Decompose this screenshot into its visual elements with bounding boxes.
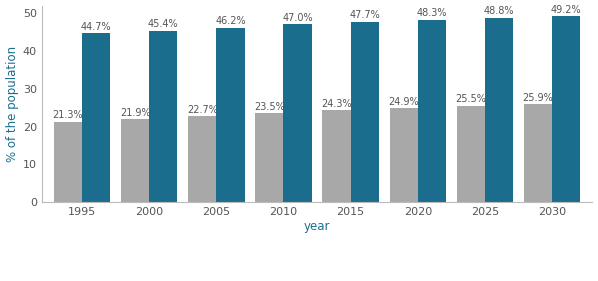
Bar xyxy=(418,20,446,202)
Bar xyxy=(54,122,82,202)
Text: 21.3%: 21.3% xyxy=(53,110,83,120)
Text: 21.9%: 21.9% xyxy=(120,108,150,118)
Bar xyxy=(485,18,513,202)
Text: 48.3%: 48.3% xyxy=(417,8,447,18)
Bar xyxy=(283,24,312,202)
Text: 45.4%: 45.4% xyxy=(148,19,179,29)
Text: 49.2%: 49.2% xyxy=(551,5,582,15)
Text: 24.3%: 24.3% xyxy=(321,99,352,109)
Text: 25.9%: 25.9% xyxy=(523,93,553,103)
Bar xyxy=(82,33,110,202)
Y-axis label: % of the population: % of the population xyxy=(5,46,19,162)
Bar xyxy=(149,31,178,202)
Bar xyxy=(255,114,283,202)
X-axis label: year: year xyxy=(304,220,330,233)
Bar xyxy=(552,16,580,202)
Text: 47.0%: 47.0% xyxy=(282,13,313,23)
Bar xyxy=(216,28,245,202)
Text: 44.7%: 44.7% xyxy=(81,22,111,32)
Bar xyxy=(524,104,552,202)
Text: 22.7%: 22.7% xyxy=(187,105,218,115)
Text: 47.7%: 47.7% xyxy=(349,10,380,20)
Text: 46.2%: 46.2% xyxy=(215,16,246,26)
Bar xyxy=(188,116,216,202)
Bar xyxy=(121,119,149,202)
Bar xyxy=(390,108,418,202)
Text: 25.5%: 25.5% xyxy=(456,94,486,104)
Bar xyxy=(350,22,379,202)
Text: 24.9%: 24.9% xyxy=(389,97,419,106)
Text: 48.8%: 48.8% xyxy=(484,6,514,16)
Bar xyxy=(457,106,485,202)
Bar xyxy=(322,110,350,202)
Text: 23.5%: 23.5% xyxy=(254,102,285,112)
